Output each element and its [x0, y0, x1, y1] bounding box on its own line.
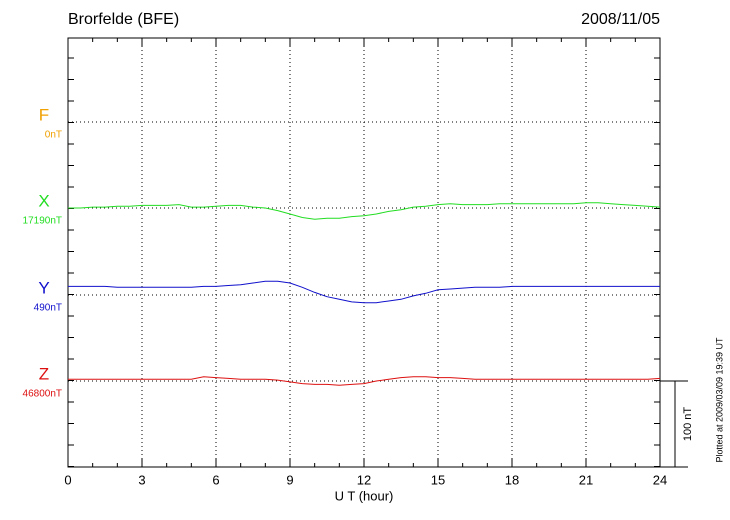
baseline-label: 0nT	[45, 130, 62, 141]
x-tick-label: 15	[431, 472, 445, 487]
x-tick-label: 24	[653, 472, 667, 487]
baseline-label: 46800nT	[23, 389, 62, 400]
baseline-label: 490nT	[34, 303, 62, 314]
x-axis-label: U T (hour)	[335, 488, 394, 503]
data-line	[68, 202, 661, 220]
x-tick-label: 6	[212, 472, 219, 487]
scale-bar-label: 100 nT	[682, 407, 694, 442]
chart-title: Brorfelde (BFE)	[68, 11, 179, 28]
footnote: Plotted at 2009/03/09 19:39 UT	[714, 337, 724, 463]
data-line	[68, 280, 660, 304]
x-tick-label: 3	[138, 472, 145, 487]
legend-entry: X	[38, 191, 49, 210]
legend-entry: Z	[39, 364, 49, 383]
legend-entry: Y	[38, 278, 49, 297]
x-tick-label: 9	[286, 472, 293, 487]
x-tick-label: 21	[579, 472, 593, 487]
x-tick-label: 18	[505, 472, 519, 487]
legend-entry: F	[39, 105, 49, 124]
data-line	[68, 376, 661, 386]
x-tick-label: 12	[357, 472, 371, 487]
chart-date: 2008/11/05	[581, 11, 660, 28]
x-tick-label: 0	[64, 472, 71, 487]
baseline-label: 17190nT	[23, 216, 62, 227]
